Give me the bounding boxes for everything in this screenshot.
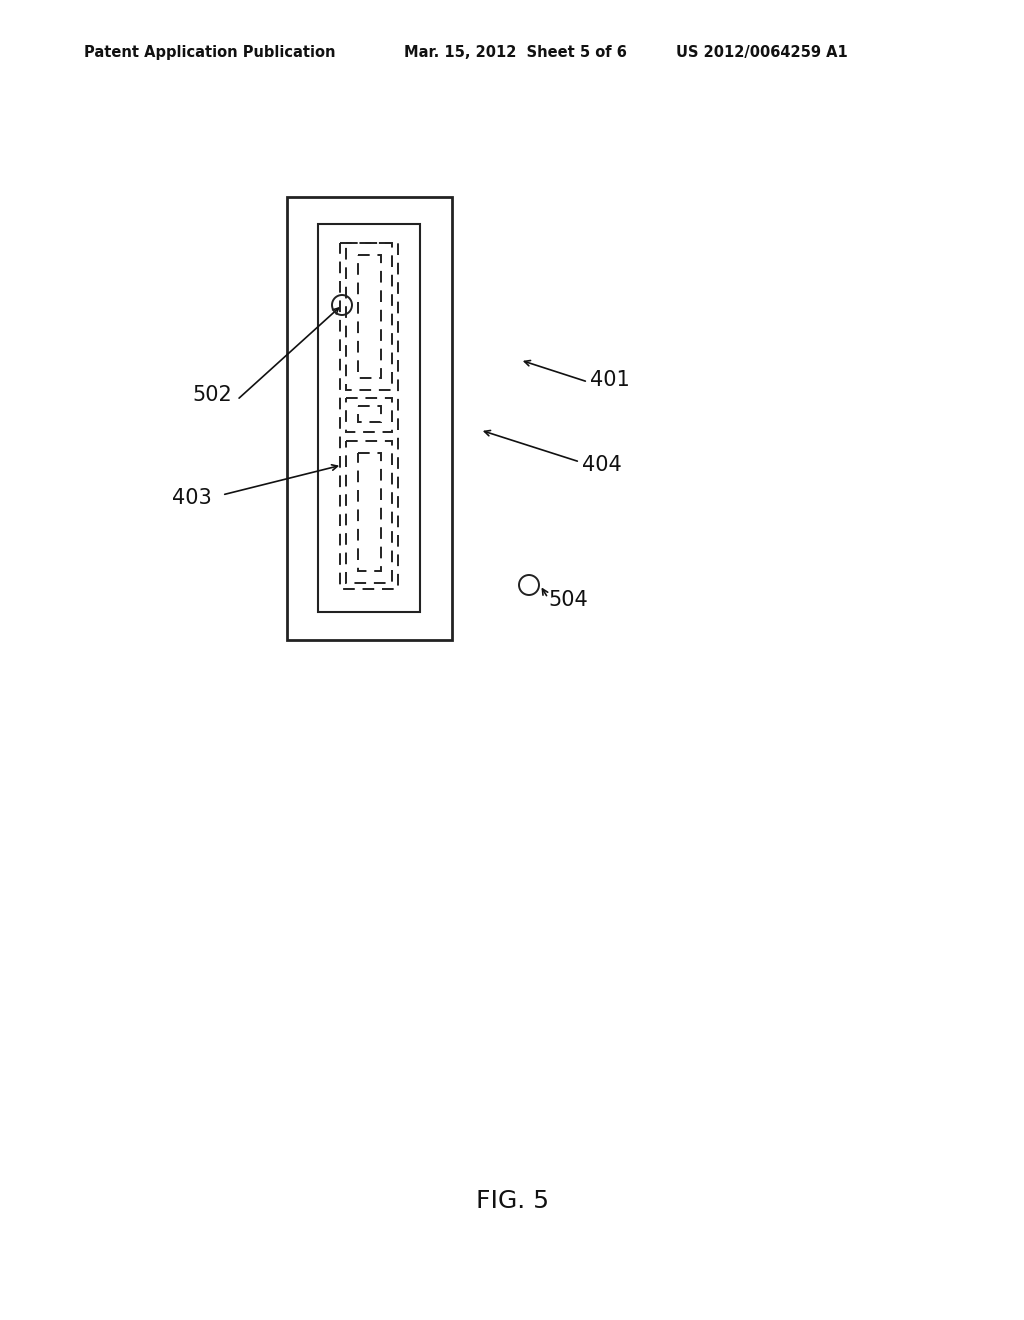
Text: 401: 401 xyxy=(590,370,630,389)
Bar xyxy=(318,224,420,612)
Bar xyxy=(346,399,392,432)
Text: Patent Application Publication: Patent Application Publication xyxy=(84,45,336,61)
Text: 504: 504 xyxy=(548,590,588,610)
Bar xyxy=(346,441,392,583)
Bar xyxy=(287,197,452,640)
Text: US 2012/0064259 A1: US 2012/0064259 A1 xyxy=(676,45,848,61)
Bar xyxy=(340,243,398,589)
Text: 404: 404 xyxy=(582,455,622,475)
Bar xyxy=(358,407,381,422)
Bar xyxy=(346,243,392,389)
Text: 502: 502 xyxy=(193,385,231,405)
Bar xyxy=(358,453,381,572)
Text: 403: 403 xyxy=(172,488,212,508)
Text: FIG. 5: FIG. 5 xyxy=(475,1189,549,1213)
Bar xyxy=(358,255,381,378)
Text: Mar. 15, 2012  Sheet 5 of 6: Mar. 15, 2012 Sheet 5 of 6 xyxy=(404,45,628,61)
